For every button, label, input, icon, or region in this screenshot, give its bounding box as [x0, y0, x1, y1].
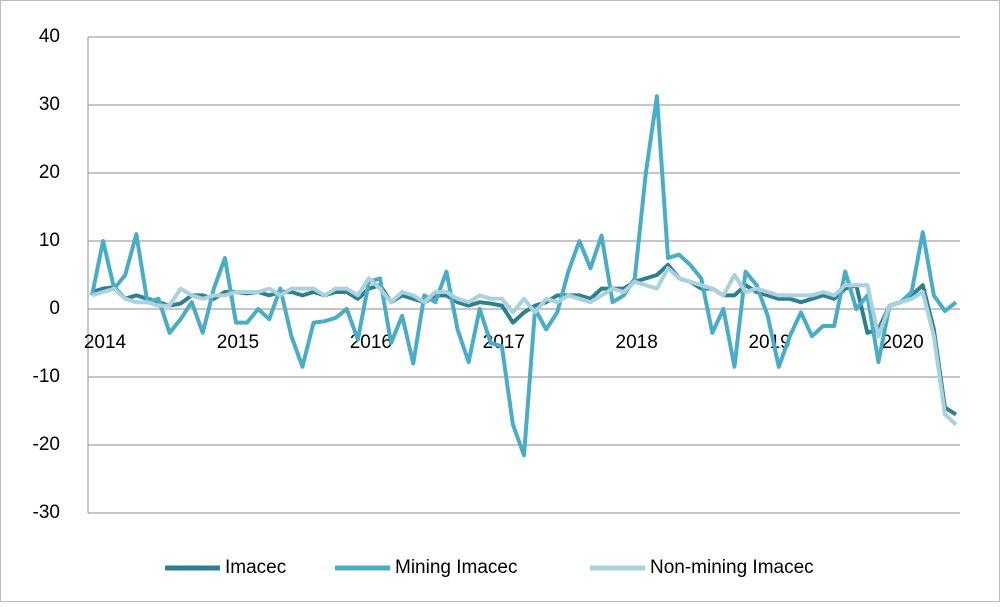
legend-label: Imacec — [225, 557, 286, 578]
legend-label: Non-mining Imacec — [650, 557, 814, 578]
y-tick-label: -30 — [33, 502, 60, 523]
y-tick-label: 30 — [39, 94, 60, 115]
series-line — [90, 94, 958, 458]
y-tick-label: 40 — [39, 26, 60, 47]
x-tick-label: 2020 — [881, 332, 923, 353]
y-tick-label: -10 — [33, 366, 60, 387]
y-tick-label: -20 — [33, 434, 60, 455]
x-tick-label: 2018 — [616, 332, 658, 353]
x-tick-label: 2017 — [483, 332, 525, 353]
y-tick-label: 10 — [39, 230, 60, 251]
y-tick-label: 0 — [49, 298, 60, 319]
y-tick-label: 20 — [39, 162, 60, 183]
x-tick-label: 2014 — [84, 332, 127, 353]
legend-label: Mining Imacec — [395, 557, 518, 578]
series-line — [91, 266, 958, 427]
x-tick-label: 2019 — [748, 332, 790, 353]
x-tick-label: 2015 — [217, 332, 259, 353]
